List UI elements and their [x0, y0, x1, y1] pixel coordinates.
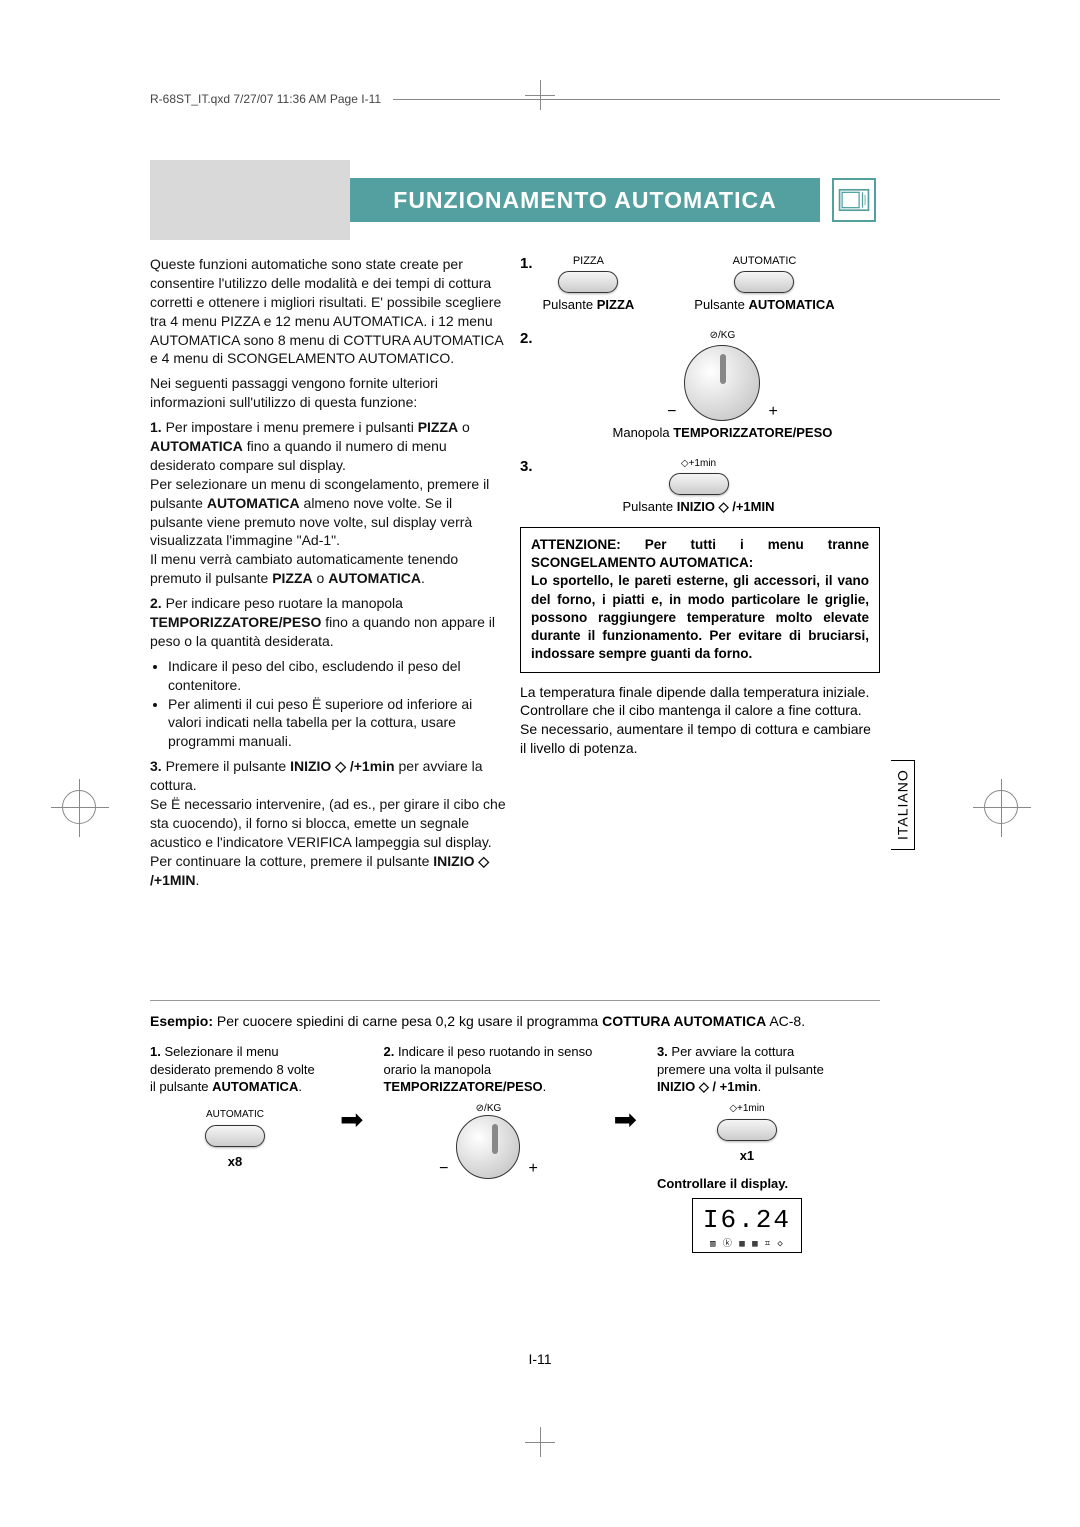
example-section: Esempio: Per cuocere spiedini di carne p…	[150, 1000, 880, 1253]
crop-mark-bottom	[525, 1427, 555, 1457]
step-2-text: 2. Per indicare peso ruotare la manopola…	[150, 594, 508, 651]
page-number: I-11	[528, 1351, 551, 1367]
title-text: FUNZIONAMENTO AUTOMATICA	[393, 187, 776, 214]
plus1min-label: ◇+1min	[681, 458, 716, 469]
arrow-icon-2: ➡	[613, 1103, 636, 1136]
pizza-button-group: PIZZA Pulsante PIZZA	[543, 255, 635, 312]
language-label: ITALIANO	[895, 770, 911, 841]
knob-caption: Manopola TEMPORIZZATORE/PESO	[613, 425, 833, 440]
step-2-bullets: Indicare il peso del cibo, escludendo il…	[168, 657, 508, 751]
bullet-2: Per alimenti il cui peso Ë superiore od …	[168, 695, 508, 752]
example-step-3: 3. Per avviare la cottura premere una vo…	[657, 1043, 837, 1253]
print-header: R-68ST_IT.qxd 7/27/07 11:36 AM Page I-11	[150, 92, 1000, 106]
minus-icon: −	[667, 403, 676, 421]
crop-mark-top	[525, 80, 555, 110]
display-icons: ▥ ⓚ ▦ ▦ ⌗ ◇	[703, 1238, 791, 1250]
kg-label: ⊘/KG	[710, 330, 736, 341]
microwave-icon	[832, 178, 876, 222]
automatica-button-group: AUTOMATIC Pulsante AUTOMATICA	[694, 255, 834, 312]
step-1-text: 1. Per impostare i menu premere i pulsan…	[150, 418, 508, 588]
automatica-button[interactable]	[734, 271, 794, 293]
step-3-text: 3. Premere il pulsante INIZIO ◇ /+1min p…	[150, 757, 508, 889]
controls-column: 1. PIZZA Pulsante PIZZA AUTOMATIC Pulsan…	[520, 255, 880, 758]
intro-p2: Nei seguenti passaggi vengono fornite ul…	[150, 374, 508, 412]
timer-weight-knob[interactable]	[684, 345, 760, 421]
x8-label: x8	[150, 1153, 320, 1171]
pizza-label: PIZZA	[573, 255, 604, 267]
page-title: FUNZIONAMENTO AUTOMATICA	[350, 178, 820, 222]
intro-p1: Queste funzioni automatiche sono state c…	[150, 255, 508, 368]
check-display-label: Controllare il display.	[657, 1175, 837, 1193]
ex-knob[interactable]	[456, 1115, 520, 1179]
registration-mark-left	[62, 790, 96, 824]
language-tab: ITALIANO	[891, 760, 915, 850]
display-readout: I6.24 ▥ ⓚ ▦ ▦ ⌗ ◇	[692, 1198, 802, 1253]
right-step-3: 3.	[520, 458, 533, 475]
start-button[interactable]	[669, 473, 729, 495]
ex-start-button[interactable]	[717, 1119, 777, 1141]
example-step-1: 1. Selezionare il menu desiderato premen…	[150, 1043, 320, 1171]
bullet-1: Indicare il peso del cibo, escludendo il…	[168, 657, 508, 695]
right-step-1: 1.	[520, 255, 533, 272]
pizza-button[interactable]	[558, 271, 618, 293]
x1-label: x1	[657, 1147, 837, 1165]
warning-box: ATTENZIONE: Per tutti i menu tranne SCON…	[520, 527, 880, 673]
right-step-2: 2.	[520, 330, 533, 347]
registration-mark-right	[984, 790, 1018, 824]
pizza-caption: Pulsante PIZZA	[543, 297, 635, 312]
arrow-icon: ➡	[340, 1103, 363, 1136]
ex-auto-button[interactable]	[205, 1125, 265, 1147]
gray-strip	[150, 160, 350, 240]
after-warning-text: La temperatura finale dipende dalla temp…	[520, 683, 880, 759]
print-header-text: R-68ST_IT.qxd 7/27/07 11:36 AM Page I-11	[150, 92, 381, 106]
plus-icon: +	[768, 403, 777, 421]
example-step-2: 2. Indicare il peso ruotando in senso or…	[383, 1043, 593, 1179]
example-line: Esempio: Per cuocere spiedini di carne p…	[150, 1013, 880, 1029]
auto-caption: Pulsante AUTOMATICA	[694, 297, 834, 312]
display-value: I6.24	[703, 1205, 791, 1235]
start-caption: Pulsante INIZIO ◇ /+1MIN	[623, 499, 775, 515]
instructions-column: Queste funzioni automatiche sono state c…	[150, 255, 508, 896]
auto-label: AUTOMATIC	[733, 255, 797, 267]
